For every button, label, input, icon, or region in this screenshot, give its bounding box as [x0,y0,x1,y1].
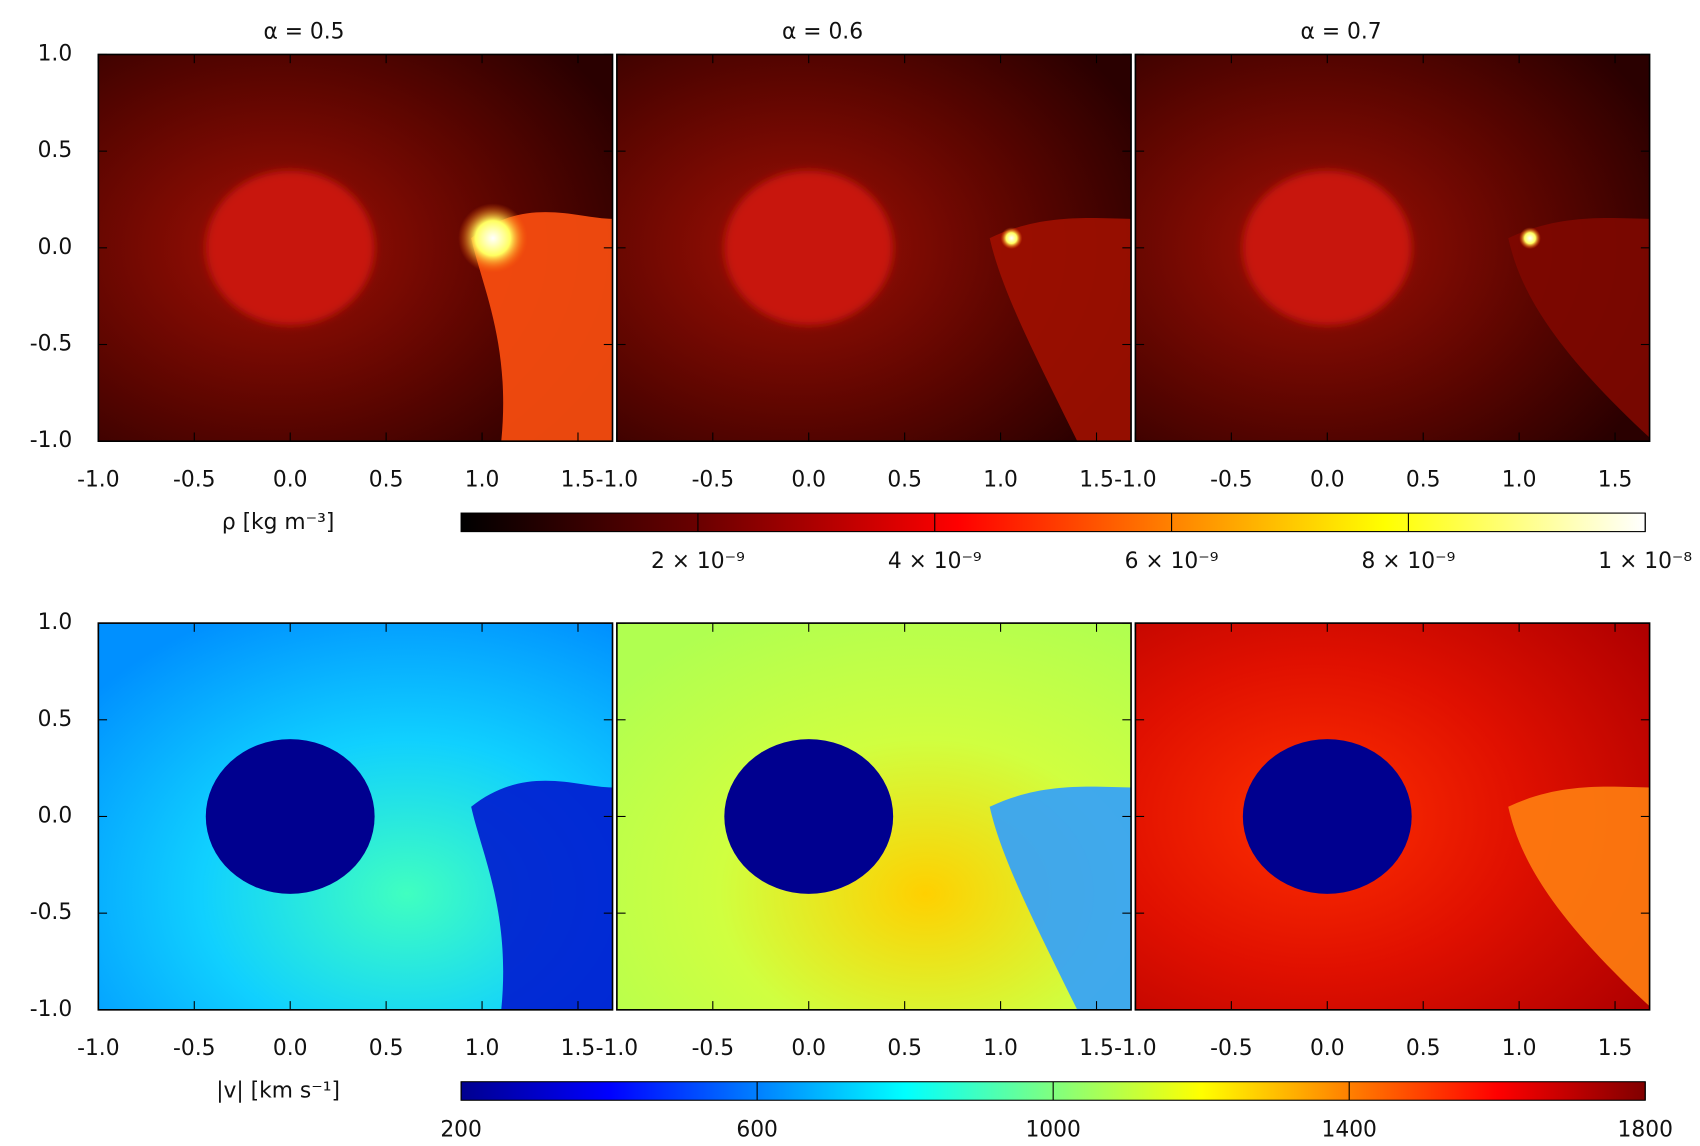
colorbar-tick-label: 8 × 10⁻⁹ [1361,549,1455,574]
star [724,739,894,894]
x-tick-label: 0.5 [1406,1036,1441,1061]
colorbar-tick-label: 1400 [1321,1118,1376,1143]
y-tick-label: 0.5 [38,138,73,163]
wake [1508,786,1650,1010]
star [205,739,375,894]
x-tick-label: 1.5 [1079,1036,1114,1061]
x-tick-label: -1.0 [1114,467,1156,492]
x-tick-label: 1.5 [1598,1036,1633,1061]
x-tick-label: -1.0 [77,467,119,492]
x-tick-label: -0.5 [692,1036,734,1061]
star [1242,739,1412,894]
x-tick-label: 0.0 [1310,1036,1345,1061]
x-tick-label: 0.5 [887,467,922,492]
colorbar [460,512,1646,533]
x-tick-label: 0.5 [369,467,404,492]
x-tick-label: 0.5 [887,1036,922,1061]
panel-title: α = 0.6 [782,20,863,45]
colorbar-tick-label: 1800 [1618,1118,1673,1143]
panel-title: α = 0.7 [1301,20,1382,45]
x-tick-label: 0.0 [791,1036,826,1061]
x-tick-label: -0.5 [173,467,215,492]
colorbar-tick-label: 4 × 10⁻⁹ [888,549,982,574]
field [1135,623,1650,1010]
x-tick-label: 0.0 [273,1036,308,1061]
wake [1508,218,1650,442]
wake [471,780,613,1010]
y-tick-label: 0.0 [38,803,73,828]
x-tick-label: -0.5 [173,1036,215,1061]
x-tick-label: 1.0 [465,1036,500,1061]
y-tick-label: -0.5 [30,900,72,925]
y-tick-label: -1.0 [30,428,72,453]
wake [989,218,1132,442]
colorbar-tick-label: 2 × 10⁻⁹ [651,549,745,574]
hot-spot [458,203,528,274]
colorbar-label: ρ [kg m⁻³] [222,510,334,535]
x-tick-label: 1.0 [983,467,1018,492]
panel: -1.0 -0.5 0.0 0.5 1.0 1.5 -1.0 -0.5 0.0 0.5 1.0 [30,41,614,492]
panel: -1.0 -0.5 0.0 0.5 1.0 1.5 [596,622,1132,1061]
hot-spot [1000,227,1023,250]
y-tick-label: 1.0 [38,41,73,66]
panel: -1.0 -0.5 0.0 0.5 1.0 1.5 [596,53,1132,492]
x-tick-label: -0.5 [692,467,734,492]
colorbar-tick-label: 6 × 10⁻⁹ [1125,549,1219,574]
star [1242,170,1412,326]
field [1135,54,1650,442]
y-tick-label: 1.0 [38,610,73,635]
x-tick-label: -1.0 [77,1036,119,1061]
colorbar-tick-label: 1000 [1025,1118,1080,1143]
x-tick-label: 0.0 [273,467,308,492]
x-tick-label: 0.0 [1310,467,1345,492]
x-tick-label: -0.5 [1210,467,1252,492]
panel: -1.0 -0.5 0.0 0.5 1.0 1.5 [1114,53,1651,492]
colorbar-label: |v| [km s⁻¹] [216,1079,340,1104]
y-tick-label: 0.0 [38,235,73,260]
wake [989,786,1132,1010]
y-tick-label: -1.0 [30,997,72,1022]
x-tick-label: 1.0 [983,1036,1018,1061]
x-tick-label: -1.0 [1114,1036,1156,1061]
x-tick-label: -1.0 [596,467,638,492]
x-tick-label: -0.5 [1210,1036,1252,1061]
colorbar-tick-label: 200 [440,1118,482,1143]
star [724,170,894,326]
x-tick-label: 1.5 [561,467,596,492]
x-tick-label: 1.5 [561,1036,596,1061]
star [205,170,375,326]
y-tick-label: -0.5 [30,332,72,357]
colorbar-tick-label: 1 × 10⁻⁸ [1598,549,1692,574]
field [98,54,613,442]
field [616,623,1132,1010]
field [616,54,1132,442]
x-tick-label: 1.5 [1079,467,1114,492]
x-tick-label: 1.5 [1598,467,1633,492]
colorbar-tick-label: 600 [736,1118,778,1143]
panel-title: α = 0.5 [263,20,344,45]
x-tick-label: 0.5 [369,1036,404,1061]
panel: -1.0 -0.5 0.0 0.5 1.0 1.5 -1.0 -0.5 0.0 0.5 1.0 [30,610,614,1061]
field [98,623,613,1010]
x-tick-label: 1.0 [1502,467,1537,492]
x-tick-label: 1.0 [1502,1036,1537,1061]
panel: -1.0 -0.5 0.0 0.5 1.0 1.5 [1114,622,1651,1061]
x-tick-label: 0.0 [791,467,826,492]
x-tick-label: 0.5 [1406,467,1441,492]
x-tick-label: 1.0 [465,467,500,492]
hot-spot [1519,227,1541,250]
x-tick-label: -1.0 [596,1036,638,1061]
y-tick-label: 0.5 [38,707,73,732]
